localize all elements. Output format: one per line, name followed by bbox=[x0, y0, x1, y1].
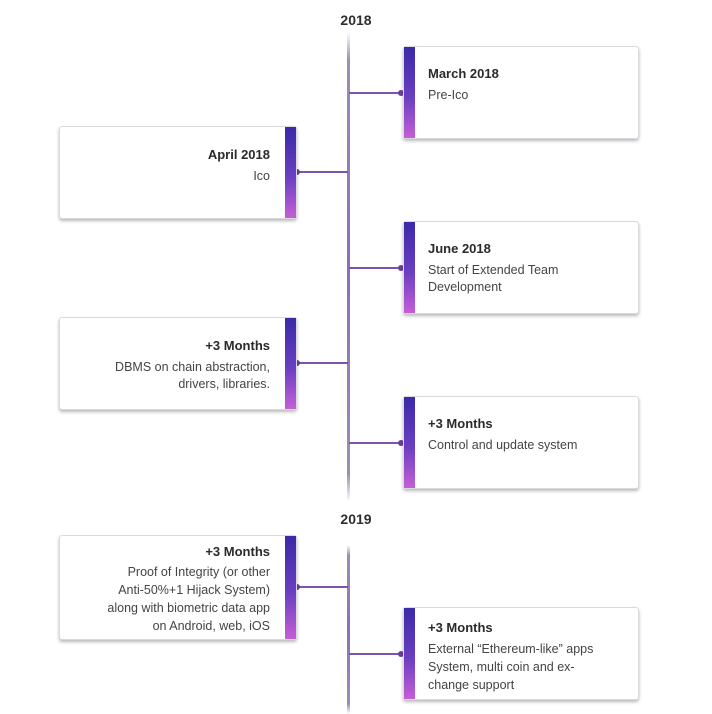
year-label-2018: 2018 bbox=[340, 12, 372, 28]
connector-dot-7 bbox=[398, 651, 404, 657]
event-description-line: Anti-50%+1 Hijack System) bbox=[118, 583, 270, 597]
event-title: April 2018 bbox=[207, 147, 270, 162]
event-description-line: drivers, libraries. bbox=[178, 376, 270, 391]
event-title: June 2018 bbox=[428, 241, 491, 256]
event-description-line: along with biometric data app bbox=[107, 601, 270, 615]
event-card-march-2018: March 2018 Pre-Ico bbox=[403, 46, 639, 139]
connector-dot-5 bbox=[398, 440, 404, 446]
event-card-plus3-integrity: +3 Months Proof of Integrity (or other A… bbox=[59, 535, 297, 640]
event-card-plus3-external: +3 Months External “Ethereum-like” apps … bbox=[403, 607, 639, 700]
card-accent-bar bbox=[404, 222, 415, 313]
event-description-line: System, multi coin and ex- bbox=[428, 660, 575, 674]
event-title: March 2018 bbox=[428, 66, 499, 81]
card-accent-bar bbox=[285, 318, 296, 409]
event-title: +3 Months bbox=[428, 620, 493, 635]
event-description: External “Ethereum-like” apps System, mu… bbox=[428, 640, 628, 694]
event-description: Ico bbox=[70, 168, 270, 185]
connector-dot-1 bbox=[398, 90, 404, 96]
card-accent-bar bbox=[404, 47, 415, 138]
event-description: Pre-Ico bbox=[428, 87, 628, 104]
event-title: +3 Months bbox=[205, 544, 270, 559]
event-title: +3 Months bbox=[205, 338, 270, 353]
connector-event-2 bbox=[297, 171, 348, 173]
card-accent-bar bbox=[404, 608, 415, 699]
event-description-line: DBMS on chain abstraction, bbox=[115, 360, 270, 374]
event-description: Proof of Integrity (or other Anti-50%+1 … bbox=[70, 563, 270, 635]
event-description-line: Ico bbox=[253, 169, 270, 183]
connector-dot-6 bbox=[294, 584, 300, 590]
event-card-april-2018: April 2018 Ico bbox=[59, 126, 297, 219]
connector-event-1 bbox=[349, 92, 403, 94]
connector-dot-4 bbox=[294, 360, 300, 366]
event-description-line: External “Ethereum-like” apps bbox=[428, 642, 594, 656]
event-description: Start of Extended Team Development bbox=[428, 262, 628, 295]
event-title: +3 Months bbox=[428, 416, 493, 431]
event-description: DBMS on chain abstraction, drivers, libr… bbox=[70, 359, 270, 392]
timeline-spine-2019 bbox=[347, 545, 350, 714]
event-card-plus3-control: +3 Months Control and update system bbox=[403, 396, 639, 489]
event-description-line: change support bbox=[428, 678, 515, 692]
event-description-line: Start of Extended Team bbox=[428, 263, 559, 277]
connector-event-5 bbox=[349, 442, 403, 444]
event-description-line: Control and update system bbox=[428, 438, 578, 452]
event-description-line: Proof of Integrity (or other bbox=[127, 565, 270, 579]
connector-event-3 bbox=[349, 267, 403, 269]
event-card-plus3-dbms: +3 Months DBMS on chain abstraction, dri… bbox=[59, 317, 297, 410]
card-accent-bar bbox=[285, 127, 296, 218]
card-accent-bar bbox=[285, 536, 296, 639]
event-card-june-2018: June 2018 Start of Extended Team Develop… bbox=[403, 221, 639, 314]
event-description-line: Development bbox=[428, 279, 502, 294]
connector-dot-2 bbox=[294, 169, 300, 175]
event-description: Control and update system bbox=[428, 437, 628, 454]
connector-event-7 bbox=[349, 653, 403, 655]
connector-dot-3 bbox=[398, 265, 404, 271]
event-description-line: Pre-Ico bbox=[428, 88, 469, 102]
timeline-spine-2018 bbox=[347, 32, 350, 502]
card-accent-bar bbox=[404, 397, 415, 488]
connector-event-4 bbox=[297, 362, 348, 364]
connector-event-6 bbox=[297, 586, 348, 588]
event-description-line: on Android, web, iOS bbox=[152, 619, 270, 633]
year-label-2019: 2019 bbox=[340, 511, 372, 527]
